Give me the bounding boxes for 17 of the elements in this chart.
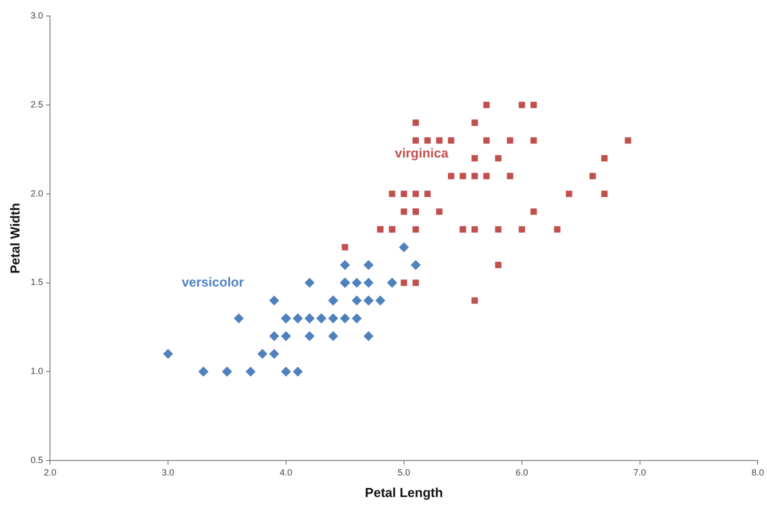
x-tick-label: 3.0 [162,467,174,478]
x-tick-label: 7.0 [634,467,646,478]
x-axis-title: Petal Length [364,484,443,500]
x-tick-label: 8.0 [751,467,764,478]
x-tick-label: 6.0 [516,467,528,478]
y-tick-label: 1.0 [30,366,44,376]
x-tick-label: 5.0 [398,467,410,478]
x-tick-label: 4.0 [280,467,292,478]
y-axis-title: Petal Width [7,202,22,274]
series-label: versicolor [182,274,244,290]
y-tick-label: 2.5 [30,99,44,110]
series-label: virginica [394,145,450,160]
y-tick-label: 1.5 [30,277,44,288]
y-tick-label: 3.0 [30,10,44,20]
x-tick-label: 2.0 [44,467,56,478]
y-tick-label: 0.5 [30,455,44,466]
y-tick-label: 2.0 [30,188,44,198]
